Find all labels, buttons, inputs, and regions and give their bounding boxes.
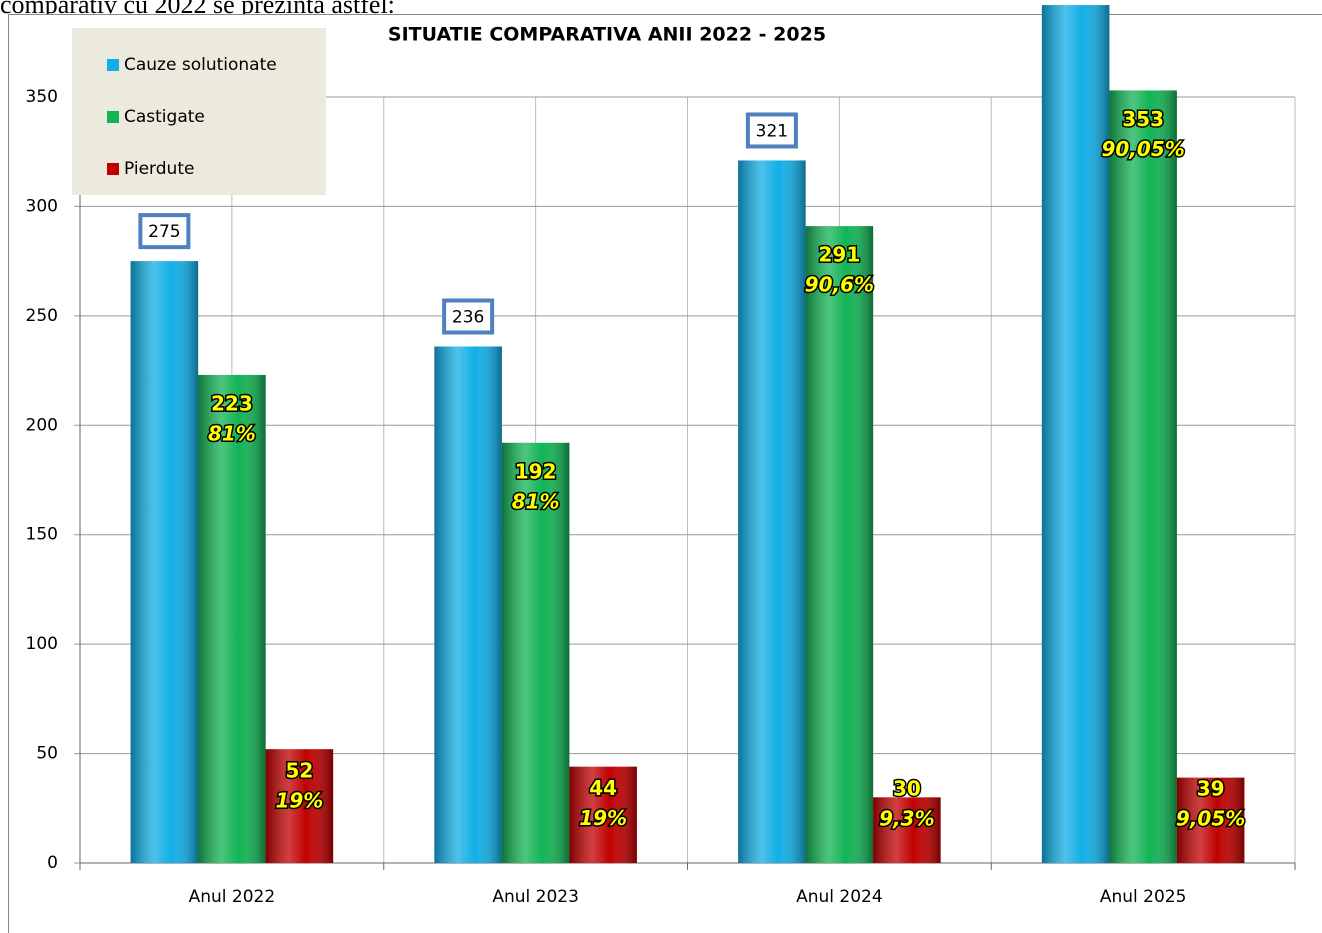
bar-shade [198, 375, 266, 863]
data-label: 192 [515, 459, 557, 483]
y-tick-label: 350 [26, 87, 58, 107]
y-tick-label: 150 [26, 525, 58, 545]
data-label: 39 [1197, 777, 1225, 801]
chart-title: SITUATIE COMPARATIVA ANII 2022 - 2025 [388, 24, 826, 46]
legend-label: Cauze solutionate [124, 55, 277, 75]
bar-shade [806, 226, 874, 863]
bar-shade [738, 160, 806, 863]
data-label: 52 [285, 759, 313, 783]
y-tick-label: 200 [26, 415, 58, 435]
x-tick-label: Anul 2025 [1100, 887, 1187, 907]
percent-label: 9,3% [879, 807, 934, 831]
bar-shade [131, 261, 199, 863]
data-label: 353 [1122, 107, 1164, 131]
percent-label: 81% [208, 421, 256, 445]
legend-swatch [107, 163, 119, 175]
y-tick-label: 0 [47, 853, 58, 873]
legend-label: Pierdute [124, 159, 194, 179]
y-tick-label: 50 [36, 744, 58, 764]
y-tick-label: 300 [26, 196, 58, 216]
legend-swatch [107, 59, 119, 71]
bar-shade [434, 346, 502, 863]
x-tick-label: Anul 2023 [492, 887, 579, 907]
percent-label: 81% [512, 489, 560, 513]
data-label: 275 [148, 222, 180, 242]
bar-shade [1042, 5, 1110, 863]
percent-label: 9,05% [1176, 807, 1245, 831]
data-label: 44 [589, 776, 617, 800]
percent-label: 90,6% [805, 273, 874, 297]
legend-label: Castigate [124, 107, 205, 127]
data-label: 321 [756, 121, 788, 141]
percent-label: 19% [579, 806, 627, 830]
bar-shade [1109, 90, 1177, 863]
data-label: 291 [819, 243, 861, 267]
y-tick-label: 250 [26, 306, 58, 326]
data-label: 236 [452, 307, 484, 327]
legend-swatch [107, 111, 119, 123]
page: comparativ cu 2022 se prezintă astfel: S… [0, 0, 1322, 933]
data-label: 223 [211, 391, 253, 415]
percent-label: 19% [275, 789, 323, 813]
data-label: 30 [893, 777, 921, 801]
y-tick-label: 100 [26, 634, 58, 654]
percent-label: 90,05% [1101, 137, 1184, 161]
x-tick-label: Anul 2024 [796, 887, 883, 907]
x-tick-label: Anul 2022 [189, 887, 276, 907]
